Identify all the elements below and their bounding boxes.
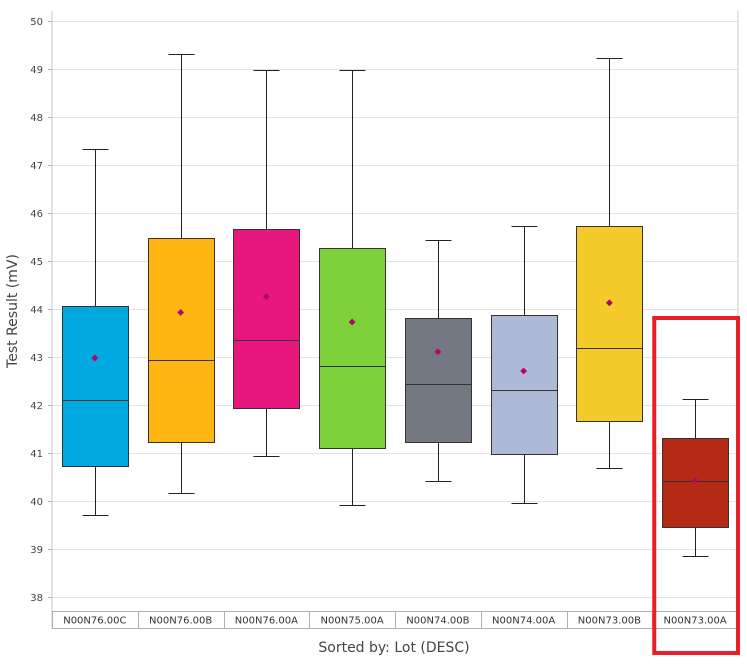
y-tick-label: 46: [30, 209, 43, 220]
box-body: [491, 315, 558, 455]
y-tick-label: 47: [30, 161, 43, 172]
y-tick-label: 39: [30, 545, 43, 556]
x-category-label: N00N75.00A: [321, 616, 384, 627]
mean-marker: [91, 354, 99, 362]
mean-marker: [177, 308, 185, 316]
box-body: [576, 226, 643, 422]
mean-marker: [348, 318, 356, 326]
labels: 38 39 40 41 42 43 44 45 46 47 48 49 50 N00N76.00C N00N…: [30, 17, 727, 627]
x-axis-title: Sorted by: Lot (DESC): [318, 640, 469, 656]
x-category-label: N00N74.00A: [492, 616, 555, 627]
boxes: [62, 54, 729, 557]
x-category-label: N00N76.00C: [63, 616, 126, 627]
box-body: [233, 229, 300, 409]
mean-marker: [520, 367, 528, 375]
y-tick-label: 40: [30, 497, 43, 508]
y-tick-label: 42: [30, 401, 43, 412]
box-body: [62, 306, 129, 467]
x-category-label: N00N74.00B: [406, 616, 469, 627]
box-body: [319, 248, 386, 449]
y-tick-label: 41: [30, 449, 43, 460]
x-category-label: N00N76.00A: [235, 616, 298, 627]
y-tick-label: 44: [30, 305, 43, 316]
box-body: [405, 318, 472, 443]
mean-marker: [605, 299, 613, 307]
y-tick-label: 49: [30, 65, 43, 76]
y-axis-title: Test Result (mV): [5, 254, 21, 369]
mean-marker: [691, 476, 699, 484]
y-tick-label: 48: [30, 113, 43, 124]
x-category-label: N00N73.00A: [664, 616, 727, 627]
mean-marker: [262, 293, 270, 301]
x-category-label: N00N76.00B: [149, 616, 212, 627]
y-tick-label: 45: [30, 257, 43, 268]
y-tick-label: 38: [30, 593, 43, 604]
box-body: [148, 238, 215, 443]
highlight-box: [652, 316, 740, 655]
x-category-label: N00N73.00B: [578, 616, 641, 627]
y-tick-label: 43: [30, 353, 43, 364]
y-tick-label: 50: [30, 17, 43, 28]
mean-marker: [434, 348, 442, 356]
